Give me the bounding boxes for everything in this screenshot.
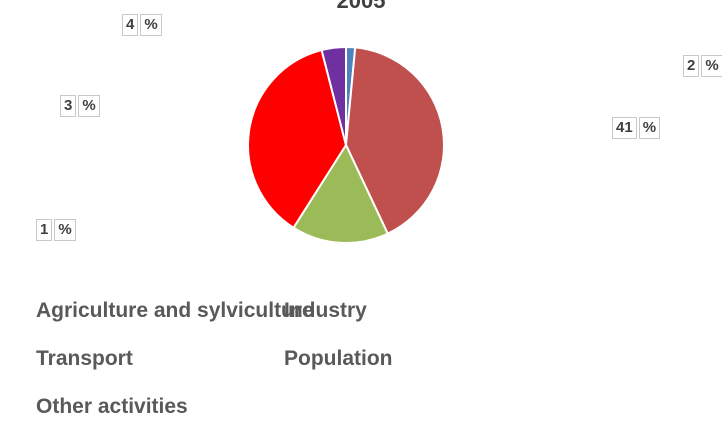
legend-item: Other activities (36, 392, 284, 422)
data-label-3pct: 3 % (60, 95, 100, 117)
data-label-1pct: 1 % (36, 219, 76, 241)
data-label-41pct: 41 % (612, 117, 660, 139)
legend-item: Transport (36, 344, 284, 374)
chart-legend: Agriculture and sylviculture Industry Tr… (36, 296, 696, 422)
data-label-value: 1 (36, 219, 52, 241)
data-label-value: 4 (122, 14, 138, 36)
data-label-unit: % (701, 55, 722, 77)
data-label-value: 41 (612, 117, 637, 139)
legend-item: Industry (284, 296, 584, 326)
legend-item: Population (284, 344, 584, 374)
data-label-unit: % (54, 219, 75, 241)
data-label-unit: % (639, 117, 660, 139)
data-label-value: 3 (60, 95, 76, 117)
data-label-2pct: 2 % (683, 55, 722, 77)
legend-item: Agriculture and sylviculture (36, 296, 284, 326)
data-label-4pct: 4 % (122, 14, 162, 36)
data-label-unit: % (140, 14, 161, 36)
data-label-unit: % (78, 95, 99, 117)
data-label-value: 2 (683, 55, 699, 77)
